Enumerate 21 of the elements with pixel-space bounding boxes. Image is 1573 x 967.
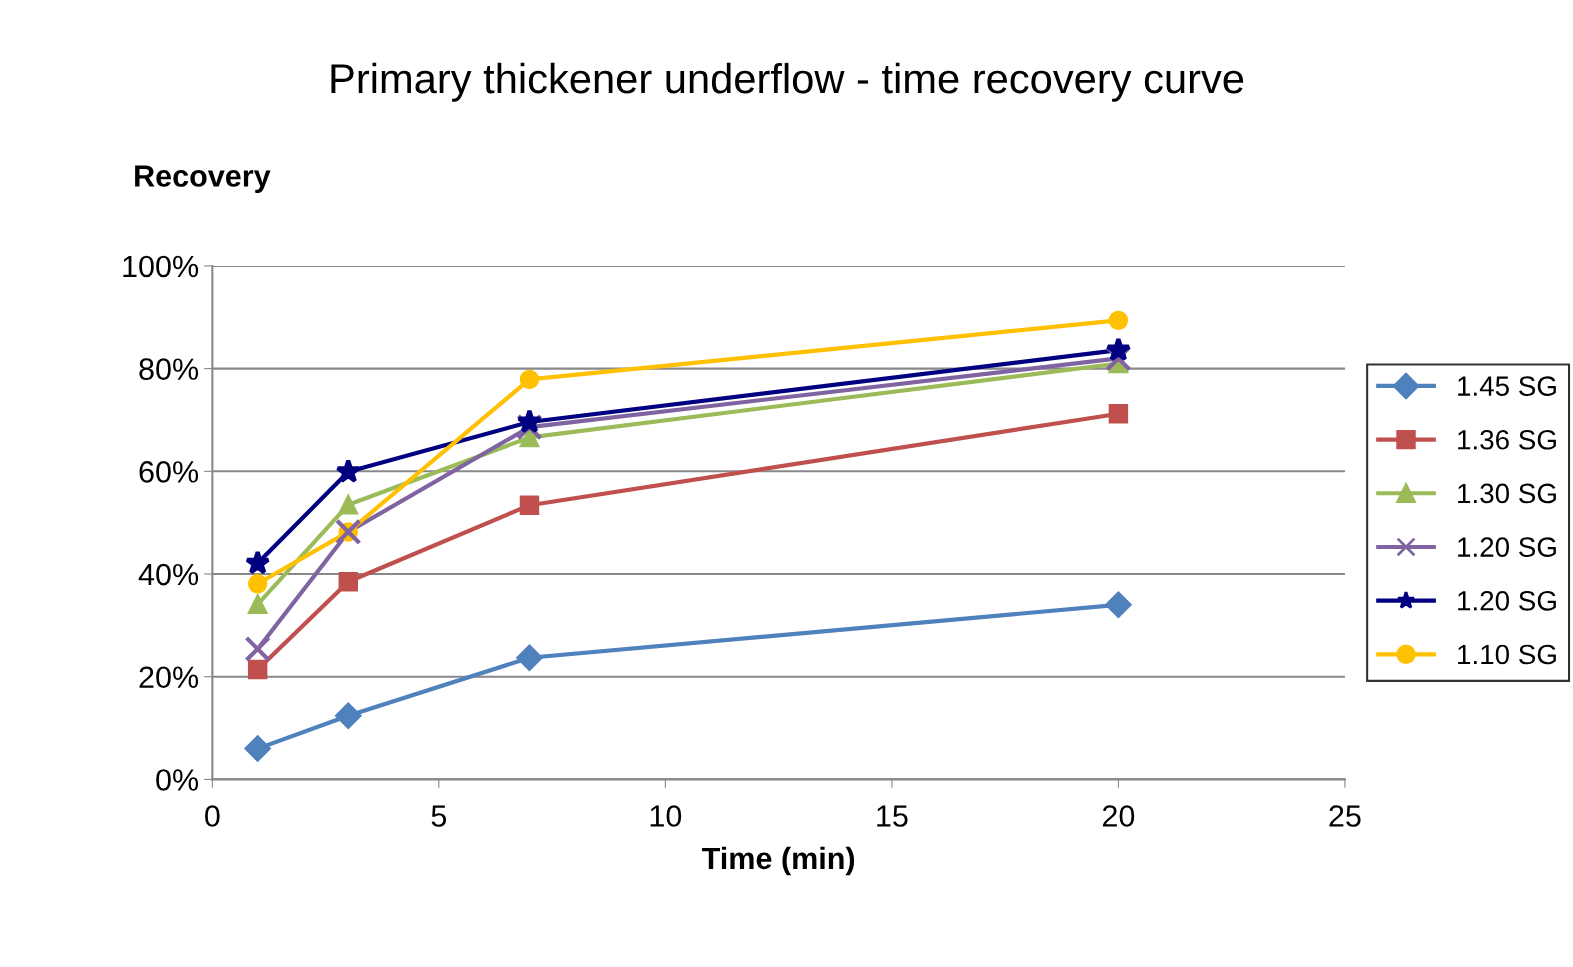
y-tick-label: 40% (138, 563, 199, 586)
y-axis-title: Recovery (135, 165, 271, 193)
legend-label: 1.30 SG (1458, 483, 1556, 504)
x-tick-label: 0 (205, 805, 220, 827)
y-tick-label: 60% (139, 461, 199, 483)
y-tick-label: 20% (139, 666, 199, 689)
chart-title: Primary thickener underflow - time recovery curve (331, 62, 1244, 102)
legend-label: 1.20 SG (1458, 537, 1556, 557)
legend-label: 1.45 SG (1458, 376, 1556, 396)
legend-label: 1.20 SG (1458, 590, 1556, 611)
legend-label: 1.36 SG (1458, 429, 1556, 450)
x-tick-label: 15 (877, 805, 908, 827)
y-tick-label: 80% (139, 358, 199, 380)
x-tick-label: 5 (431, 805, 447, 827)
x-tick-label: 20 (1102, 805, 1135, 827)
x-tick-label: 10 (650, 805, 682, 827)
y-tick-label: 0% (156, 769, 199, 791)
x-tick-label: 25 (1329, 805, 1361, 827)
x-axis-title: Time (min) (702, 846, 855, 876)
y-tick-label: 100% (123, 255, 199, 278)
legend-label: 1.10 SG (1458, 644, 1556, 665)
